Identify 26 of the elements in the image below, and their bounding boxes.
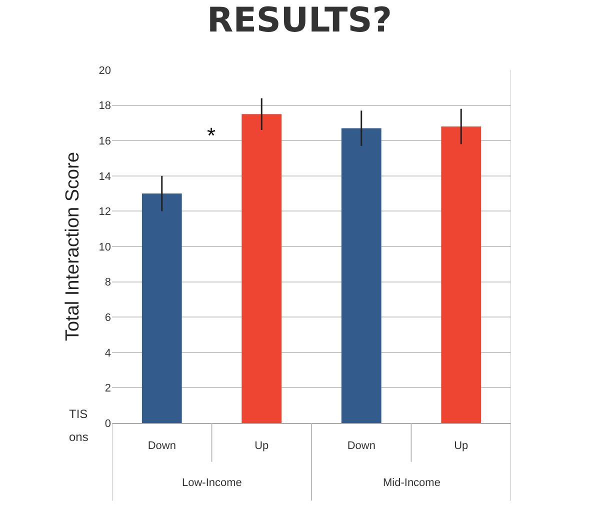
y-tick-label: 2 — [104, 382, 111, 395]
x-tick-label: Up — [254, 440, 269, 452]
y-axis-title: Total Interaction Score — [62, 152, 84, 342]
y-tick-label: 4 — [104, 347, 111, 360]
x-tick-label: Down — [347, 440, 376, 452]
bar — [441, 126, 482, 423]
y-tick-label: 18 — [98, 100, 111, 112]
y-tick-label: 16 — [98, 135, 111, 148]
bar — [242, 114, 282, 423]
text: Mid-Income — [383, 477, 440, 489]
bar — [142, 194, 182, 423]
annotation: * — [207, 123, 216, 148]
text: TIS — [69, 407, 88, 421]
text: Low-Income — [182, 477, 242, 489]
x-tick-label: Down — [148, 440, 176, 452]
y-tick-label: 8 — [104, 276, 111, 289]
y-tick-label: 6 — [104, 312, 111, 324]
y-tick-label: 10 — [98, 241, 111, 254]
bar — [341, 128, 382, 423]
y-tick-label: 14 — [98, 170, 111, 183]
y-tick-label: 20 — [98, 64, 111, 77]
y-tick-label: 0 — [104, 418, 111, 430]
x-tick-label: Up — [454, 440, 468, 452]
y-tick-label: 12 — [98, 206, 111, 218]
text: ons — [69, 430, 88, 444]
chart-title: RESULTS? — [207, 0, 392, 41]
